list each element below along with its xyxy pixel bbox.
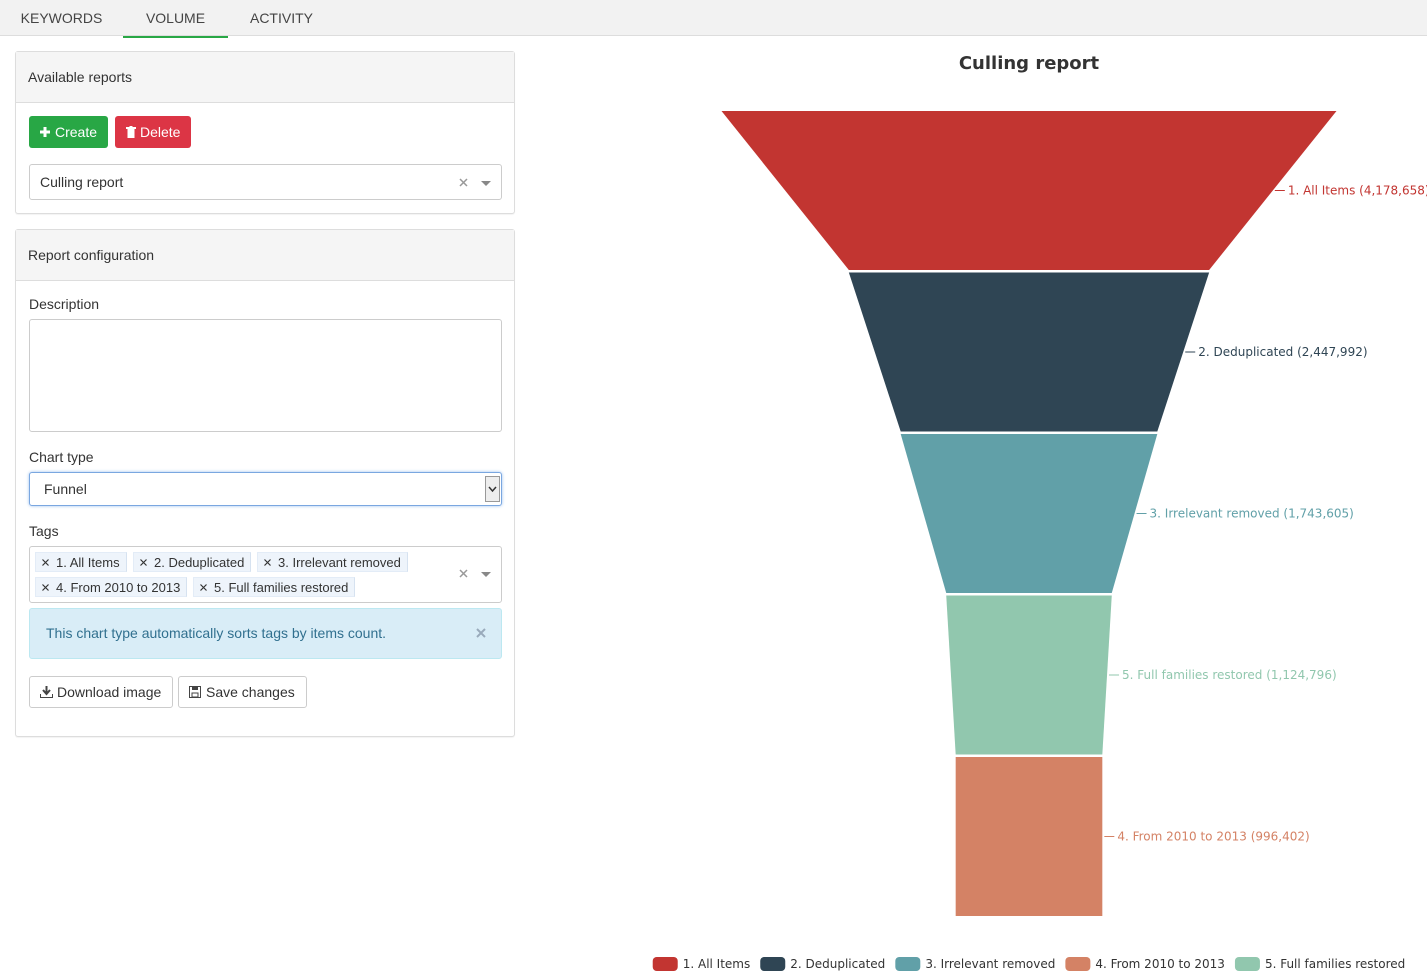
funnel-segment [900, 434, 1158, 593]
select-controls [459, 569, 491, 578]
tab-bar: KEYWORDS VOLUME ACTIVITY [0, 0, 1427, 38]
select-value: Funnel [44, 481, 87, 497]
remove-icon[interactable] [42, 559, 49, 566]
tag-text: 3. Irrelevant removed [278, 555, 401, 570]
report-select[interactable]: Culling report [29, 164, 502, 200]
save-button[interactable]: Save changes [178, 676, 307, 708]
button-text: Save changes [206, 684, 295, 700]
download-button[interactable]: Download image [29, 676, 174, 708]
legend-swatch [895, 957, 921, 971]
available-reports-panel: Available reports Create Delete Culling … [15, 51, 515, 214]
funnel-segment [721, 111, 1337, 270]
select-value: Culling report [40, 174, 124, 190]
legend-label: 3. Irrelevant removed [925, 957, 1055, 971]
tag-chip[interactable]: 1. All Items [35, 552, 127, 572]
description-textarea[interactable] [29, 319, 502, 432]
legend-swatch [760, 957, 786, 971]
plus-icon [40, 127, 50, 137]
data-label: 3. Irrelevant removed (1,743,605) [1150, 507, 1354, 521]
report-configuration-panel: Report configuration Description Chart t… [15, 229, 515, 737]
legend-swatch [1065, 957, 1091, 971]
delete-button[interactable]: Delete [115, 116, 192, 148]
tab-active[interactable]: VOLUME [123, 0, 228, 38]
legend-label: 5. Full families restored [1265, 957, 1405, 971]
tag-text: 5. Full families restored [214, 580, 349, 595]
tag-chip[interactable]: 2. Deduplicated [133, 552, 252, 572]
dropdown-arrow [485, 476, 500, 502]
funnel-segment [946, 595, 1112, 755]
info-alert: This chart type automatically sorts tags… [29, 608, 502, 659]
tag-text: 4. From 2010 to 2013 [56, 580, 181, 595]
legend-label: 4. From 2010 to 2013 [1095, 957, 1225, 971]
button-text: Delete [140, 124, 181, 140]
legend-swatch [1234, 957, 1260, 971]
legend-swatch [652, 957, 678, 971]
save-icon [189, 686, 201, 698]
tag-chip[interactable]: 5. Full families restored [193, 577, 356, 597]
download-icon [40, 686, 53, 698]
trash-icon [126, 126, 136, 138]
remove-icon[interactable] [200, 584, 207, 591]
create-button[interactable]: Create [29, 116, 109, 148]
remove-icon[interactable] [264, 559, 271, 566]
panel-heading: Report configuration [16, 230, 514, 281]
select-controls [459, 178, 491, 187]
data-label: 1. All Items (4,178,658) [1288, 184, 1427, 198]
remove-icon[interactable] [140, 559, 147, 566]
button-text: Download image [57, 684, 162, 700]
alert-text: This chart type automatically sorts tags… [46, 625, 387, 641]
tags-select[interactable]: 1. All Items 2. Deduplicated 3. Irrelevant… [29, 546, 502, 603]
legend-label: 2. Deduplicated [790, 957, 885, 971]
field-label: Tags [29, 523, 59, 539]
remove-icon[interactable] [42, 584, 49, 591]
funnel-segment [848, 272, 1210, 432]
panel-heading: Available reports [16, 52, 514, 103]
tab[interactable]: ACTIVITY [249, 10, 313, 26]
legend-label: 1. All Items [683, 957, 751, 971]
field-label: Chart type [29, 449, 94, 465]
tab[interactable]: KEYWORDS [20, 10, 103, 26]
legend: 1. All Items 2. Deduplicated 3. Irrelevant… [652, 957, 1405, 971]
field-label: Description [29, 296, 100, 312]
tag-text: 1. All Items [56, 555, 120, 570]
funnel-segment [955, 757, 1103, 916]
chart-title: Culling report [959, 53, 1100, 74]
data-label: 5. Full families restored (1,124,796) [1122, 668, 1337, 682]
data-label: 2. Deduplicated (2,447,992) [1198, 345, 1367, 359]
tag-chip[interactable]: 4. From 2010 to 2013 [35, 577, 188, 597]
data-label: 4. From 2010 to 2013 (996,402) [1117, 830, 1309, 844]
button-text: Create [55, 124, 98, 140]
tag-text: 2. Deduplicated [154, 555, 245, 570]
tag-chip[interactable]: 3. Irrelevant removed [257, 552, 408, 572]
chart-type-select[interactable]: Funnel [29, 472, 502, 506]
close-icon[interactable] [476, 628, 486, 638]
